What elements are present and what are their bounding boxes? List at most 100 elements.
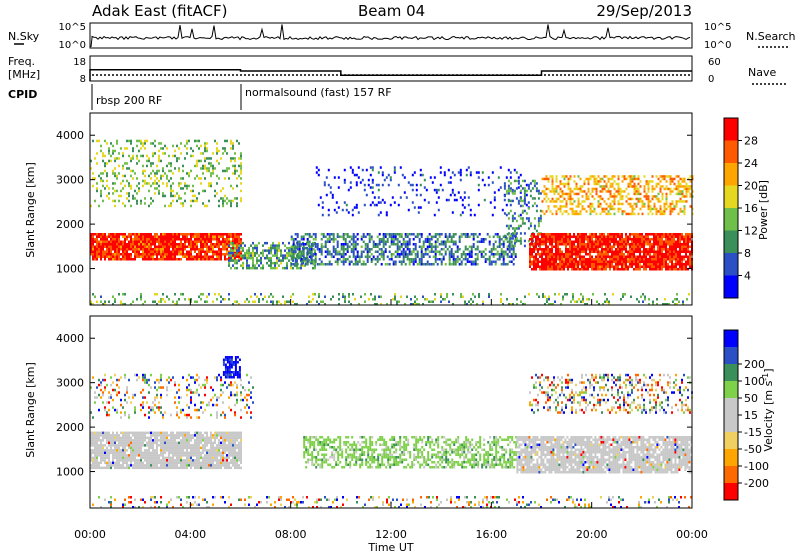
range-gate-cell (537, 219, 540, 223)
range-gate-cell (264, 256, 266, 260)
range-gate-cell (122, 459, 124, 462)
range-gate-cell (569, 207, 572, 211)
range-gate-cell (160, 235, 162, 238)
range-gate-cell (138, 253, 140, 256)
range-gate-cell (122, 461, 124, 465)
range-gate-cell (537, 238, 539, 241)
range-gate-cell (320, 245, 323, 248)
range-gate-cell (579, 202, 582, 206)
range-gate-cell (132, 177, 134, 180)
range-gate-cell (308, 241, 310, 245)
range-gate-cell (669, 190, 672, 193)
range-gate-cell (142, 164, 144, 168)
range-gate-cell (344, 248, 347, 251)
range-gate-cell (673, 243, 675, 246)
range-gate-cell (629, 235, 631, 238)
range-gate-cell (605, 212, 608, 216)
range-gate-cell (565, 263, 567, 266)
range-gate-cell (272, 261, 274, 265)
range-gate-cell (260, 259, 262, 262)
range-gate-cell (519, 232, 522, 235)
range-gate-cell (144, 248, 146, 251)
range-gate-cell (192, 243, 194, 246)
range-gate-cell (408, 243, 411, 246)
range-gate-cell (258, 241, 260, 245)
range-gate-cell (575, 210, 578, 213)
range-gate-cell (625, 258, 627, 261)
range-gate-cell (160, 177, 162, 180)
range-gate-cell (633, 255, 635, 258)
range-gate-cell (104, 436, 106, 440)
range-gate-cell (186, 255, 188, 258)
range-gate-cell (156, 250, 158, 253)
range-gate-cell (623, 258, 625, 261)
range-gate-cell (318, 303, 320, 306)
range-gate-cell (597, 202, 600, 206)
range-gate-cell (190, 204, 192, 208)
range-gate-cell (601, 265, 603, 268)
range-gate-cell (292, 256, 294, 260)
range-gate-cell (362, 240, 365, 243)
range-gate-cell (464, 255, 467, 258)
range-gate-cell (681, 263, 683, 266)
range-gate-cell (426, 235, 429, 238)
range-gate-cell (523, 197, 526, 200)
range-gate-cell (218, 235, 220, 238)
range-gate-cell (168, 253, 170, 256)
range-gate-cell (551, 177, 554, 181)
range-gate-cell (671, 200, 674, 203)
range-gate-cell (599, 195, 602, 198)
range-gate-cell (689, 187, 692, 191)
range-gate-cell (262, 254, 264, 257)
range-gate-cell (312, 253, 315, 256)
range-gate-cell (462, 258, 465, 261)
range-gate-cell (128, 184, 130, 188)
range-gate-cell (583, 238, 585, 241)
range-gate-cell (158, 243, 160, 246)
range-gate-cell (128, 154, 130, 158)
range-gate-cell (481, 171, 484, 174)
range-gate-cell (158, 159, 160, 163)
range-gate-cell (577, 243, 579, 246)
range-gate-cell (647, 190, 650, 193)
range-gate-cell (114, 189, 116, 193)
range-gate-cell (180, 243, 182, 246)
range-gate-cell (378, 238, 381, 241)
range-gate-cell (567, 187, 570, 191)
range-gate-cell (557, 263, 559, 266)
range-gate-cell (355, 181, 358, 184)
range-gate-cell (168, 298, 170, 301)
range-gate-cell (100, 255, 102, 258)
range-gate-cell (164, 204, 166, 208)
range-gate-cell (414, 295, 416, 298)
range-gate-cell (502, 250, 505, 253)
range-gate-cell (567, 192, 570, 196)
range-gate-cell (122, 179, 124, 183)
range-gate-cell (688, 293, 690, 296)
range-gate-cell (216, 235, 218, 238)
range-gate-cell (593, 265, 595, 268)
range-gate-cell (315, 166, 318, 169)
range-gate-cell (669, 175, 672, 178)
range-gate-cell (411, 201, 414, 204)
range-gate-cell (366, 243, 369, 246)
range-gate-cell (116, 461, 118, 465)
range-gate-cell (214, 139, 216, 143)
range-gate-cell (549, 238, 551, 241)
range-gate-cell (478, 293, 480, 296)
range-gate-cell (537, 253, 539, 256)
range-gate-cell (639, 255, 641, 258)
range-gate-cell (228, 293, 230, 296)
range-gate-cell (426, 240, 429, 243)
range-gate-cell (372, 245, 375, 248)
range-gate-cell (284, 300, 286, 303)
range-gate-cell (437, 208, 440, 212)
range-gate-cell (286, 246, 288, 250)
range-gate-cell (420, 245, 423, 248)
range-gate-cell (667, 238, 669, 241)
range-gate-cell (256, 266, 258, 270)
range-gate-cell (232, 251, 234, 255)
range-gate-cell (126, 179, 128, 183)
range-gate-cell (639, 240, 641, 243)
range-gate-cell (112, 172, 114, 175)
